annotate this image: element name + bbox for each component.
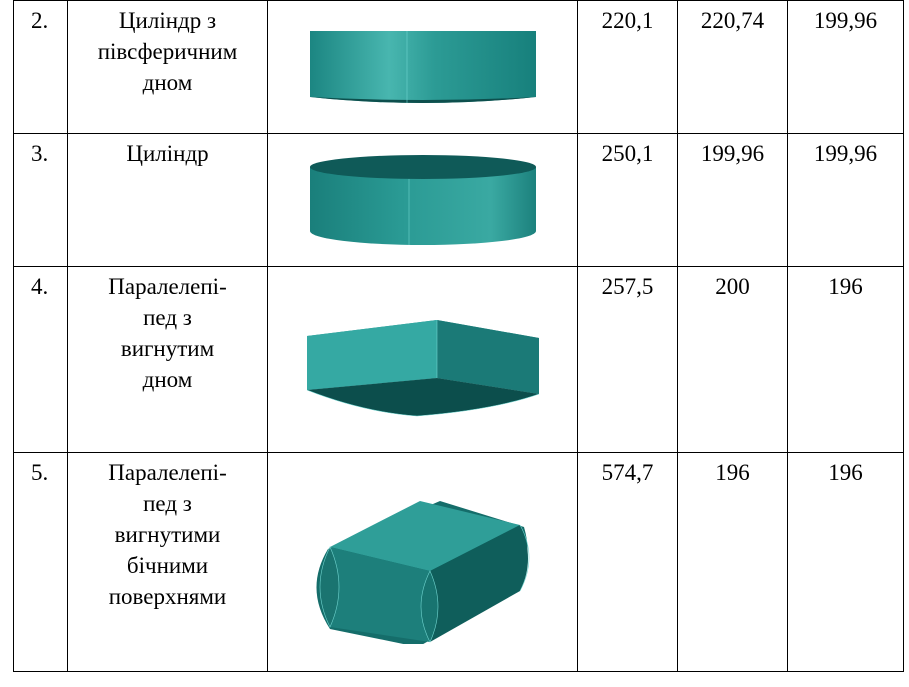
table-row: 4. Паралелепі- пед з вигнутим дном 257,5… [13,266,904,453]
shape-name-line: дном [142,70,193,95]
value-cell: 250,1 [577,133,678,267]
value-cell: 196 [787,452,904,672]
table-row: 3. Циліндр [13,133,904,267]
cylinder-icon [309,154,536,245]
parallelepiped-curved-sides-icon [316,500,529,644]
value-cell: 574,7 [577,452,678,672]
shape-name: Циліндр [67,133,268,267]
cylinder-hemispherical-bottom-icon [309,31,536,103]
value-cell: 200 [677,266,788,453]
shape-name-line: півсферичним [97,39,238,64]
row-number: 5. [13,452,68,672]
shape-name-line: Паралелепі- [108,274,227,299]
shape-name-line: дном [142,367,193,392]
shape-name-line: поверхнями [108,584,227,609]
parallelepiped-curved-bottom-icon [306,320,539,417]
shape-name: Паралелепі- пед з вигнутим дном [67,266,268,453]
shape-name-line: Циліндр з [118,8,217,33]
value-cell: 199,96 [787,0,904,134]
row-number: 3. [13,133,68,267]
value-cell: 220,74 [677,0,788,134]
shape-name-line: бічними [126,553,209,578]
table-row: 5. Паралелепі- пед з вигнутими бічними п… [13,452,904,672]
value-cell: 199,96 [677,133,788,267]
shape-image-cell [267,133,578,267]
value-cell: 199,96 [787,133,904,267]
shape-name-line: пед з [143,491,192,516]
shape-name-line: вигнутими [114,522,221,547]
value-cell: 257,5 [577,266,678,453]
value-cell: 196 [787,266,904,453]
row-number: 2. [13,0,68,134]
value-cell: 220,1 [577,0,678,134]
shape-name-line: вигнутим [120,336,215,361]
shape-image-cell [267,0,578,134]
shape-name-line: Циліндр [126,141,209,166]
shape-name-line: Паралелепі- [108,460,227,485]
shape-name: Циліндр з півсферичним дном [67,0,268,134]
value-cell: 196 [677,452,788,672]
table-row: 2. Циліндр з півсферичним дном [13,0,904,134]
shapes-table: 2. Циліндр з півсферичним дном [13,0,904,672]
shape-image-cell [267,452,578,672]
row-number: 4. [13,266,68,453]
shape-image-cell [267,266,578,453]
shape-name-line: пед з [143,305,192,330]
shape-name: Паралелепі- пед з вигнутими бічними пове… [67,452,268,672]
